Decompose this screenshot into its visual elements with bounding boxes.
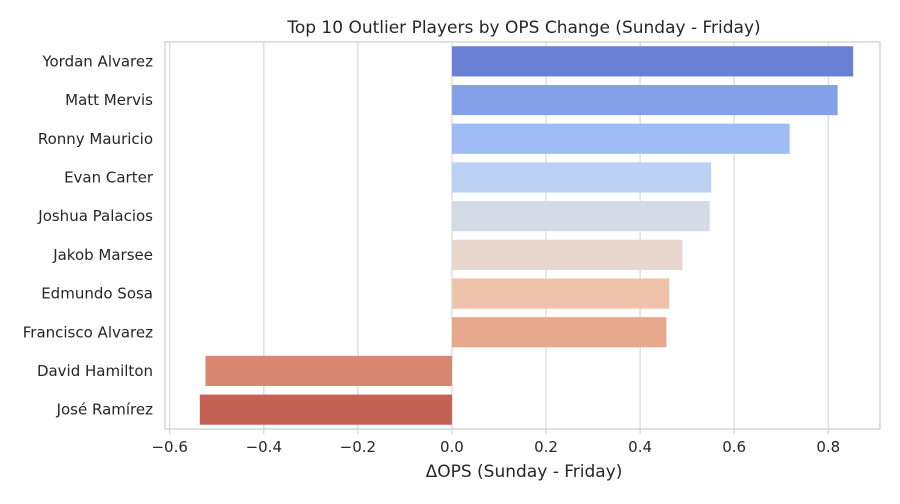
bar bbox=[451, 239, 683, 270]
bar bbox=[451, 317, 667, 348]
y-tick-label: David Hamilton bbox=[37, 362, 153, 380]
bar bbox=[451, 162, 712, 193]
chart-title: Top 10 Outlier Players by OPS Change (Su… bbox=[286, 18, 760, 38]
y-tick-label: Edmundo Sosa bbox=[41, 285, 153, 303]
x-tick-label: −0.6 bbox=[151, 438, 187, 456]
x-axis-title: ΔOPS (Sunday - Friday) bbox=[426, 462, 623, 482]
y-tick-label: Ronny Mauricio bbox=[38, 130, 153, 148]
bar bbox=[451, 46, 854, 77]
y-tick-labels: Yordan Alvarez Matt Mervis Ronny Mauricio E… bbox=[23, 52, 154, 418]
x-tick-label: 0.4 bbox=[628, 438, 652, 456]
y-tick-label: Jakob Marsee bbox=[52, 246, 153, 264]
y-tick-label: José Ramírez bbox=[56, 401, 154, 419]
bar-layer bbox=[199, 46, 854, 425]
bar bbox=[451, 84, 838, 116]
bar bbox=[451, 278, 670, 309]
x-tick-label: 0.2 bbox=[534, 438, 558, 456]
plot-frame bbox=[164, 41, 881, 430]
y-tick-label: Joshua Palacios bbox=[37, 207, 153, 225]
x-tick-label: −0.4 bbox=[246, 438, 282, 456]
bar bbox=[199, 394, 452, 425]
y-tick-label: Yordan Alvarez bbox=[41, 52, 153, 70]
bar bbox=[451, 123, 790, 154]
x-tick-label: −0.2 bbox=[340, 438, 376, 456]
y-tick-label: Francisco Alvarez bbox=[23, 323, 153, 341]
x-tick-labels: −0.6 −0.4 −0.2 0.0 0.2 0.4 0.6 0.8 bbox=[151, 429, 840, 456]
x-tick-label: 0.8 bbox=[816, 438, 840, 456]
x-tick-label: 0.0 bbox=[440, 438, 464, 456]
bar bbox=[451, 201, 710, 232]
x-tick-label: 0.6 bbox=[722, 438, 746, 456]
y-tick-label: Matt Mervis bbox=[65, 91, 153, 109]
y-tick-label: Evan Carter bbox=[64, 168, 154, 186]
bar bbox=[205, 355, 452, 387]
